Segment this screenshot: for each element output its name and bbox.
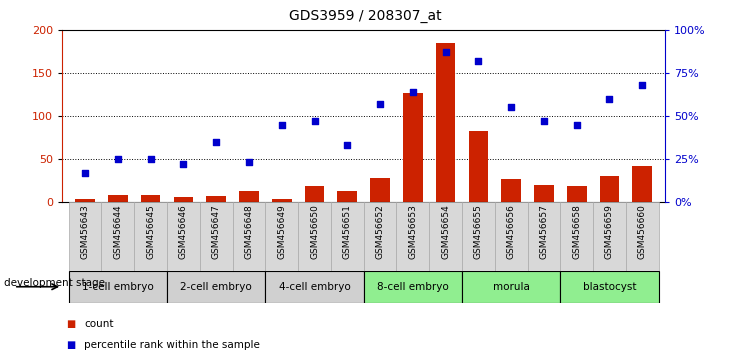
Text: GSM456649: GSM456649 [277,205,287,259]
Text: GSM456652: GSM456652 [376,205,385,259]
Bar [331,202,364,271]
Bar [364,202,396,271]
Bar [626,202,659,271]
Bar [561,271,659,303]
Bar [429,202,462,271]
Bar [364,271,462,303]
Text: GSM456656: GSM456656 [507,205,515,259]
Bar [501,179,521,202]
Bar [200,202,232,271]
Text: GSM456648: GSM456648 [244,205,254,259]
Bar [272,199,292,202]
Bar [403,93,423,202]
Text: development stage: development stage [4,278,105,288]
Text: 1-cell embryo: 1-cell embryo [82,282,154,292]
Point [243,159,255,165]
Bar [298,202,331,271]
Point [472,58,484,64]
Bar [265,271,364,303]
Text: GSM456646: GSM456646 [179,205,188,259]
Bar [232,202,265,271]
Point [637,82,648,88]
Text: 4-cell embryo: 4-cell embryo [279,282,350,292]
Bar [370,178,390,202]
Text: GSM456660: GSM456660 [637,205,647,259]
Bar [239,192,259,202]
Text: GSM456655: GSM456655 [474,205,483,259]
Text: blastocyst: blastocyst [583,282,636,292]
Text: GSM456643: GSM456643 [80,205,90,259]
Bar [338,190,357,202]
Point [538,118,550,124]
Bar [167,271,265,303]
Bar [396,202,429,271]
Bar [69,271,167,303]
Bar [495,202,528,271]
Bar [69,202,102,271]
Text: GSM456647: GSM456647 [212,205,221,259]
Text: ■: ■ [66,319,75,329]
Bar [528,202,561,271]
Text: GSM456654: GSM456654 [441,205,450,259]
Bar [305,186,325,202]
Text: 8-cell embryo: 8-cell embryo [377,282,449,292]
Point [374,101,386,107]
Text: GSM456658: GSM456658 [572,205,581,259]
Bar [173,198,193,202]
Text: GDS3959 / 208307_at: GDS3959 / 208307_at [289,9,442,23]
Bar [632,166,652,202]
Text: morula: morula [493,282,529,292]
Point [79,170,91,176]
Point [276,122,287,127]
Bar [206,196,226,202]
Text: GSM456659: GSM456659 [605,205,614,259]
Bar [599,176,619,202]
Text: GSM456644: GSM456644 [113,205,122,259]
Bar [593,202,626,271]
Bar [108,195,128,202]
Point [407,89,419,95]
Text: count: count [84,319,113,329]
Bar [469,131,488,202]
Bar [102,202,135,271]
Text: 2-cell embryo: 2-cell embryo [181,282,252,292]
Point [145,156,156,162]
Bar [534,185,554,202]
Point [178,161,189,167]
Point [604,96,616,102]
Text: GSM456653: GSM456653 [409,205,417,259]
Point [112,156,124,162]
Text: GSM456645: GSM456645 [146,205,155,259]
Text: GSM456650: GSM456650 [310,205,319,259]
Bar [135,202,167,271]
Bar [265,202,298,271]
Bar [75,199,95,202]
Bar [167,202,200,271]
Bar [436,43,455,202]
Bar [141,195,161,202]
Text: GSM456657: GSM456657 [539,205,548,259]
Bar [462,271,561,303]
Point [308,118,320,124]
Point [211,139,222,144]
Point [341,142,353,148]
Point [440,50,452,55]
Bar [561,202,593,271]
Text: percentile rank within the sample: percentile rank within the sample [84,340,260,350]
Bar [567,186,586,202]
Text: GSM456651: GSM456651 [343,205,352,259]
Bar [462,202,495,271]
Point [571,122,583,127]
Text: ■: ■ [66,340,75,350]
Point [505,104,517,110]
